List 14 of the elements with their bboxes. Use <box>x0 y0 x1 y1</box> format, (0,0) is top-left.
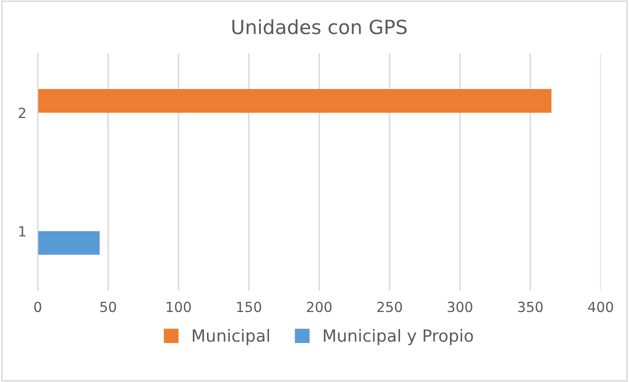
legend-label: Municipal y Propio <box>324 329 473 346</box>
x-tick-label: 300 <box>448 302 472 312</box>
y-tick-label: 1 <box>19 226 26 236</box>
x-tick-label: 350 <box>518 302 543 312</box>
chart-title: Unidades con GPS <box>232 19 407 34</box>
x-tick-label: 250 <box>377 302 402 312</box>
x-tick-label: 0 <box>34 302 42 312</box>
legend-label: Municipal <box>192 329 270 346</box>
x-tick-label: 50 <box>100 302 116 312</box>
x-tick-label: 150 <box>237 302 262 312</box>
x-tick-label: 200 <box>306 302 332 312</box>
y-tick-label: 2 <box>18 108 26 118</box>
x-tick-label: 400 <box>588 302 614 312</box>
x-tick-label: 100 <box>166 302 191 312</box>
